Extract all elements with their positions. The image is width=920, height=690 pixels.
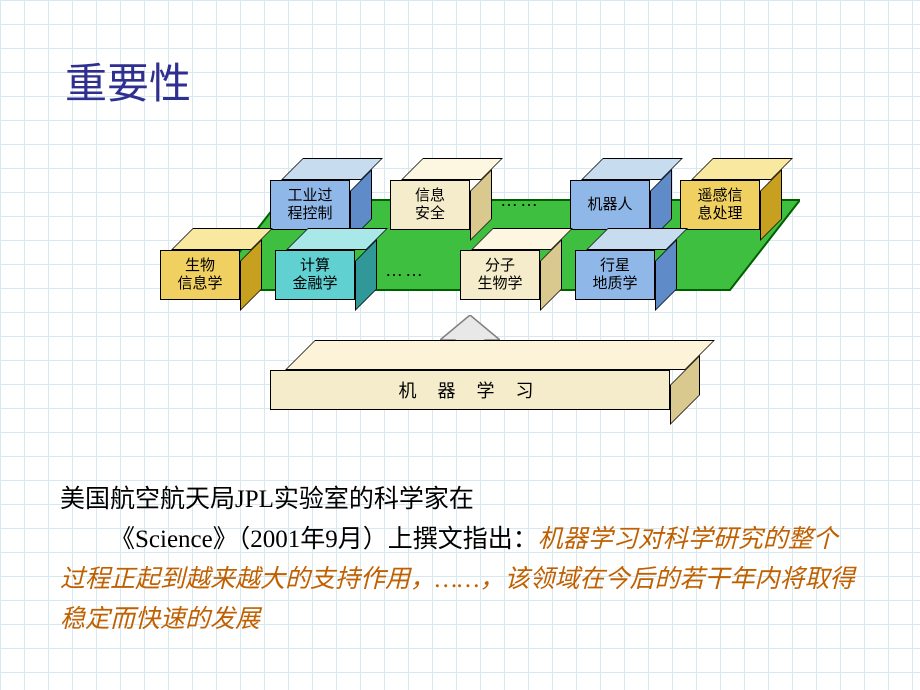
ellipsis-0: …… [500, 190, 540, 211]
base-top [285, 340, 715, 370]
body-line2-plain: 《Science》（2001年9月）上撰文指出： [110, 526, 538, 553]
cube-front: 机器人 [570, 180, 650, 230]
cube-front: 计算 金融学 [275, 250, 355, 300]
ellipsis-1: …… [385, 260, 425, 281]
cube-front: 行星 地质学 [575, 250, 655, 300]
cube-front: 信息 安全 [390, 180, 470, 230]
body-line1: 美国航空航天局JPL实验室的科学家在 [60, 486, 474, 513]
diagram-area: 工业过 程控制信息 安全 机器人遥感信 息处理生物 信息学计算 金融学 分子 生物学… [140, 140, 800, 440]
cube-front: 分子 生物学 [460, 250, 540, 300]
cube-front: 遥感信 息处理 [680, 180, 760, 230]
cube-front: 生物 信息学 [160, 250, 240, 300]
body-text: 美国航空航天局JPL实验室的科学家在 《Science》（2001年9月）上撰文… [60, 480, 860, 640]
cube-front: 工业过 程控制 [270, 180, 350, 230]
page-title: 重要性 [65, 50, 191, 111]
base-front: 机 器 学 习 [270, 370, 670, 410]
